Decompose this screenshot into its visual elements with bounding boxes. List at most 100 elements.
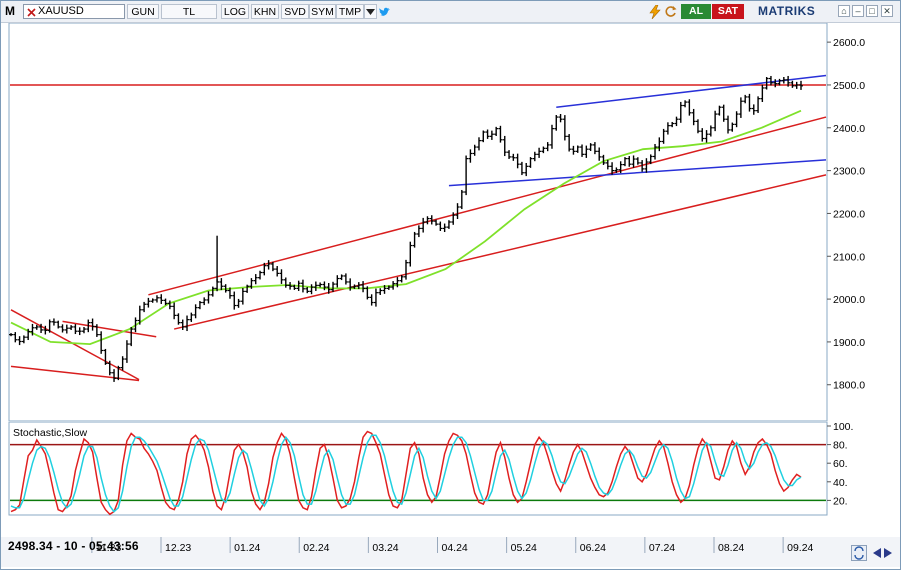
price-bar xyxy=(446,220,451,229)
price-bar xyxy=(442,223,447,233)
price-tick-label: 2300.0 xyxy=(833,166,865,178)
price-bar xyxy=(404,259,408,280)
price-bar xyxy=(614,167,619,173)
price-bar xyxy=(17,336,22,346)
price-bar xyxy=(30,323,35,336)
price-bar xyxy=(34,324,39,330)
stochastic-d-line xyxy=(10,434,802,513)
price-bar xyxy=(262,262,267,276)
window-close-button[interactable]: ✕ xyxy=(881,5,893,17)
window-minimize-button[interactable]: – xyxy=(852,5,864,17)
price-bar xyxy=(580,144,585,157)
refresh-icon[interactable] xyxy=(664,5,677,18)
sync-icon[interactable] xyxy=(851,545,867,561)
price-bar xyxy=(197,300,202,310)
price-bar xyxy=(103,348,108,365)
price-bar xyxy=(472,144,477,156)
price-bar xyxy=(605,159,610,170)
price-bar xyxy=(60,324,65,333)
price-bar xyxy=(730,122,735,132)
price-bar xyxy=(790,80,795,88)
price-bar xyxy=(283,277,288,288)
tl-button[interactable]: TL xyxy=(161,4,217,19)
price-bar xyxy=(734,111,739,128)
price-bar xyxy=(438,221,443,231)
price-tick-label: 1900.0 xyxy=(833,337,865,349)
price-bar xyxy=(481,130,486,143)
buy-button[interactable]: AL xyxy=(681,4,711,19)
clear-symbol-icon[interactable] xyxy=(27,8,36,17)
nav-controls xyxy=(851,545,897,563)
price-bar xyxy=(335,275,340,288)
symbol-input[interactable]: XAUUSD xyxy=(23,4,125,19)
price-bar xyxy=(185,315,190,332)
price-bar xyxy=(794,81,799,89)
tmp-button[interactable]: TMP xyxy=(336,4,364,19)
time-tick-label: 12.23 xyxy=(165,542,191,554)
price-bar xyxy=(202,297,207,306)
price-bar xyxy=(378,288,383,295)
price-bar xyxy=(421,217,426,233)
price-bar xyxy=(129,327,134,347)
stochastic-layer xyxy=(10,430,826,516)
price-bar xyxy=(373,288,378,307)
price-bar xyxy=(687,99,692,116)
window-maximize-button[interactable]: □ xyxy=(866,5,878,17)
price-bar xyxy=(124,340,129,363)
twitter-icon[interactable] xyxy=(378,6,391,18)
price-chart[interactable]: 1800.0 1900.0 2000.0 2100.0 2200.0 2300.0 2400… xyxy=(1,23,900,428)
price-bar xyxy=(64,324,69,334)
price-bar xyxy=(253,274,258,285)
log-button[interactable]: LOG xyxy=(221,4,249,19)
price-bar xyxy=(751,104,756,115)
khn-button[interactable]: KHN xyxy=(251,4,279,19)
price-bar xyxy=(86,319,91,333)
price-bar xyxy=(799,80,803,90)
svd-button[interactable]: SVD xyxy=(281,4,309,19)
close-icon: ✕ xyxy=(883,6,891,16)
stochastic-k-line xyxy=(10,430,802,516)
price-bar xyxy=(133,317,138,333)
price-bar xyxy=(69,325,74,331)
price-bar xyxy=(760,84,765,103)
price-bar xyxy=(476,137,481,151)
price-bar xyxy=(541,146,546,154)
sym-button[interactable]: SYM xyxy=(309,4,336,19)
lightning-icon[interactable] xyxy=(649,5,661,19)
dropdown-arrow-button[interactable] xyxy=(364,4,377,19)
price-bar xyxy=(163,298,168,306)
price-bar xyxy=(738,97,743,118)
stochastic-tick-label: 40. xyxy=(833,477,848,489)
scroll-right-icon[interactable] xyxy=(883,547,894,559)
scroll-left-icon[interactable] xyxy=(871,547,882,559)
price-bar xyxy=(120,356,125,371)
price-bar xyxy=(416,225,421,238)
price-bar xyxy=(356,282,361,290)
period-gun-button[interactable]: GUN xyxy=(127,4,159,19)
price-bar xyxy=(227,287,232,299)
chevron-down-icon xyxy=(366,9,375,15)
price-bar xyxy=(665,122,670,135)
window-pin-button[interactable]: ⌂ xyxy=(838,5,850,17)
pin-icon: ⌂ xyxy=(841,6,847,16)
price-bar xyxy=(549,124,554,149)
time-tick-label: 02.24 xyxy=(303,542,329,554)
sell-button[interactable]: SAT xyxy=(712,4,744,19)
price-bar xyxy=(275,266,280,277)
stochastic-chart[interactable]: 20. 40. 60. 80. 100. Stochastic,Slow xyxy=(1,422,900,532)
price-bar xyxy=(266,260,271,270)
stochastic-tick-label: 100. xyxy=(833,422,853,433)
price-bar xyxy=(653,143,658,160)
price-bar xyxy=(434,219,439,226)
price-bar xyxy=(485,129,490,139)
moving-average-line xyxy=(10,109,802,346)
price-bar xyxy=(167,300,172,310)
price-bar xyxy=(704,130,709,143)
stochastic-title: Stochastic,Slow xyxy=(13,427,88,439)
price-bar xyxy=(176,313,181,325)
time-tick-label: 09.24 xyxy=(787,542,813,554)
price-tick-label: 2500.0 xyxy=(833,80,865,92)
price-bar xyxy=(56,320,61,329)
price-bar xyxy=(13,332,18,343)
price-bar xyxy=(678,101,683,123)
